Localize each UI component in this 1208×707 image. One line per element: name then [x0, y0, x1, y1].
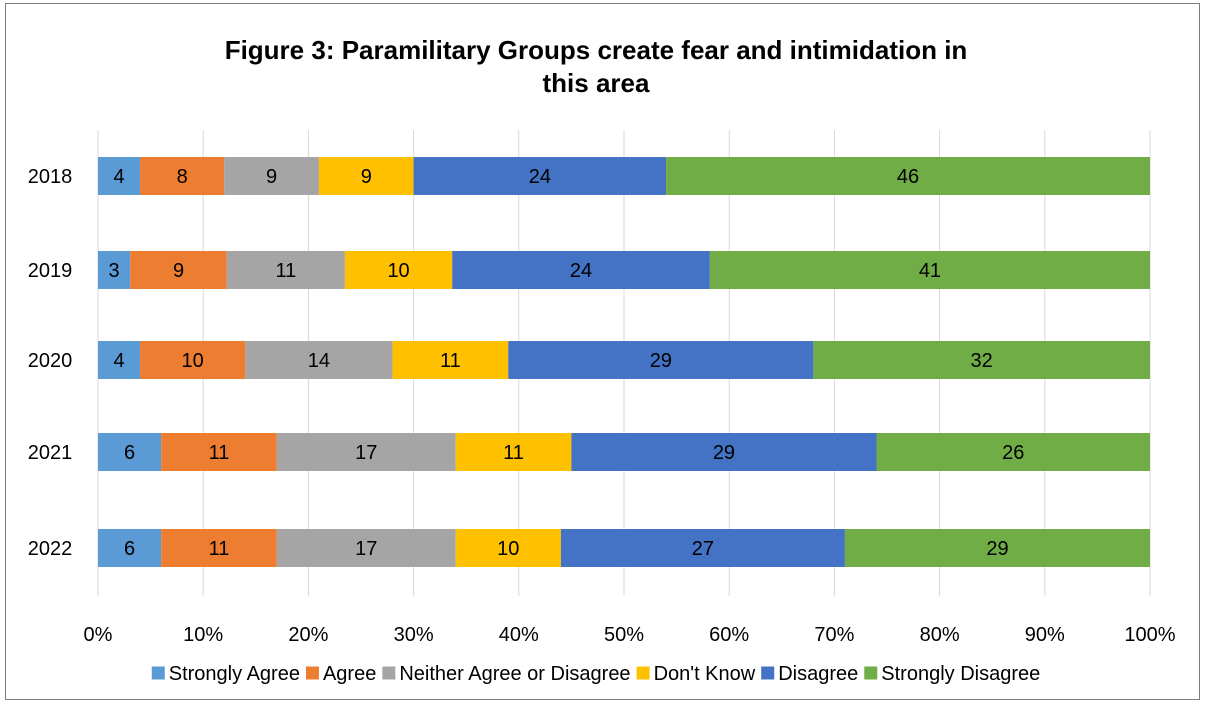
legend-swatch — [151, 666, 165, 680]
stacked-bar-chart: Figure 3: Paramilitary Groups create fea… — [28, 35, 1176, 685]
data-label: 26 — [1002, 442, 1024, 464]
bar-segment — [876, 433, 1150, 471]
data-label: 4 — [113, 166, 124, 188]
bars: 4 8 9 9 24 46 3 9 11 10 24 41 4 10 14 11 29 32 6 11 17 11 29 26… — [98, 157, 1150, 567]
data-label: 9 — [266, 166, 277, 188]
bar-segment — [276, 529, 456, 567]
data-label: 10 — [182, 350, 204, 372]
y-category-label: 2019 — [28, 260, 73, 282]
x-tick-label: 30% — [394, 624, 434, 646]
legend: Strongly Agree Agree Neither Agree or Disa… — [151, 663, 1040, 685]
bar-segment — [98, 433, 162, 471]
bar-segment — [98, 341, 141, 379]
x-tick-label: 50% — [604, 624, 644, 646]
bar-segment — [455, 433, 572, 471]
data-label: 8 — [177, 166, 188, 188]
bar-segment — [161, 433, 277, 471]
data-label: 24 — [529, 166, 551, 188]
x-tick-label: 10% — [183, 624, 223, 646]
x-tick-label: 80% — [920, 624, 960, 646]
y-category-label: 2018 — [28, 166, 73, 188]
legend-label: Disagree — [778, 663, 858, 685]
bar-segment — [709, 251, 1150, 289]
bar-segment — [844, 529, 1150, 567]
legend-label: Agree — [323, 663, 376, 685]
data-label: 10 — [387, 260, 409, 282]
x-tick-label: 40% — [499, 624, 539, 646]
bar-segment — [140, 341, 246, 379]
data-label: 10 — [497, 538, 519, 560]
data-label: 6 — [124, 442, 135, 464]
chart-title: Figure 3: Paramilitary Groups create fea… — [225, 35, 968, 98]
data-label: 27 — [692, 538, 714, 560]
data-label: 11 — [209, 442, 230, 464]
bar-segment — [276, 433, 456, 471]
y-category-label: 2020 — [28, 350, 73, 372]
bar-segment — [508, 341, 814, 379]
bar-segment — [224, 157, 319, 195]
x-tick-label: 60% — [709, 624, 749, 646]
data-label: 11 — [275, 260, 296, 282]
legend-swatch — [382, 666, 396, 680]
bar-segment — [452, 251, 710, 289]
bar-segment — [455, 529, 561, 567]
bar-segment — [140, 157, 225, 195]
x-tick-label: 20% — [288, 624, 328, 646]
chart-title-line: Figure 3: Paramilitary Groups create fea… — [225, 35, 968, 65]
x-axis-labels: 0% 10% 20% 30% 40% 50% 60% 70% 80% 90% 100% — [84, 624, 1176, 646]
data-label: 24 — [570, 260, 592, 282]
bar-segment — [813, 341, 1150, 379]
chart-title-line: this area — [543, 68, 650, 98]
data-label: 4 — [113, 350, 124, 372]
bar-segment — [130, 251, 227, 289]
x-tick-label: 90% — [1025, 624, 1065, 646]
data-label: 17 — [355, 538, 377, 560]
data-label: 41 — [919, 260, 941, 282]
legend-swatch — [864, 666, 878, 680]
bar-segment — [98, 529, 162, 567]
data-label: 29 — [713, 442, 735, 464]
data-label: 32 — [971, 350, 993, 372]
legend-label: Neither Agree or Disagree — [399, 663, 630, 685]
bar-segment — [245, 341, 393, 379]
data-label: 29 — [650, 350, 672, 372]
legend-swatch — [636, 666, 650, 680]
data-label: 9 — [361, 166, 372, 188]
data-label: 9 — [173, 260, 184, 282]
data-label: 17 — [355, 442, 377, 464]
bar-segment — [571, 433, 877, 471]
data-label: 11 — [503, 442, 524, 464]
y-category-label: 2021 — [28, 442, 73, 464]
legend-label: Strongly Disagree — [881, 663, 1040, 685]
bar-segment — [344, 251, 453, 289]
legend-swatch — [761, 666, 775, 680]
bar-segment — [98, 251, 131, 289]
x-tick-label: 0% — [84, 624, 113, 646]
bar-segment — [560, 529, 845, 567]
bar-segment — [161, 529, 277, 567]
x-tick-label: 100% — [1124, 624, 1175, 646]
legend-label: Don't Know — [654, 663, 756, 685]
bar-segment — [392, 341, 509, 379]
bar-segment — [98, 157, 141, 195]
bar-segment — [226, 251, 345, 289]
data-label: 11 — [209, 538, 230, 560]
data-label: 3 — [109, 260, 120, 282]
legend-swatch — [305, 666, 319, 680]
y-category-label: 2022 — [28, 538, 73, 560]
legend-label: Strongly Agree — [169, 663, 300, 685]
chart-frame: Figure 3: Paramilitary Groups create fea… — [5, 3, 1200, 700]
data-label: 6 — [124, 538, 135, 560]
x-tick-label: 70% — [814, 624, 854, 646]
data-label: 14 — [308, 350, 330, 372]
bar-segment — [318, 157, 414, 195]
bar-segment — [666, 157, 1150, 195]
data-label: 46 — [897, 166, 919, 188]
y-axis-labels: 2018 2019 2020 2021 2022 — [28, 166, 73, 560]
data-label: 11 — [440, 350, 461, 372]
bar-segment — [413, 157, 667, 195]
data-label: 29 — [986, 538, 1008, 560]
